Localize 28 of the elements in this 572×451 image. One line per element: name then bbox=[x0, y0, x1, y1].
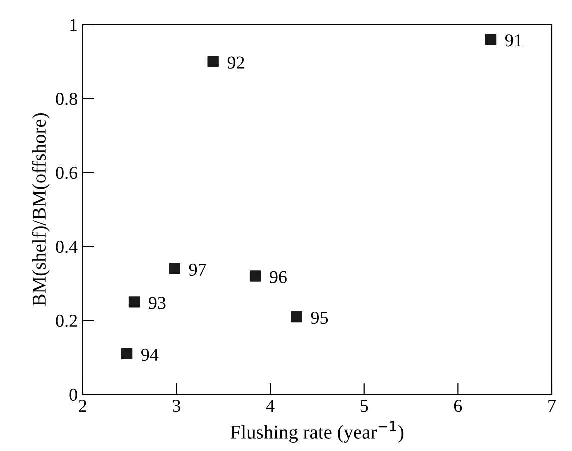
x-tick-label: 4 bbox=[266, 400, 275, 412]
y-tick-label: 0.2 bbox=[56, 314, 78, 328]
point bbox=[169, 263, 180, 274]
point bbox=[128, 296, 140, 308]
annotation: 97 bbox=[189, 264, 206, 276]
annotation: 93 bbox=[149, 297, 166, 310]
y-tick-label: 1 bbox=[70, 19, 77, 32]
annotation: 94 bbox=[142, 348, 159, 362]
x-tick-label: 5 bbox=[360, 400, 368, 412]
annotation: 92 bbox=[228, 56, 244, 69]
x-tick-label: 7 bbox=[548, 400, 556, 412]
x-tick-label: 6 bbox=[454, 400, 462, 412]
annotation: 95 bbox=[311, 312, 328, 324]
y-tick-label: 0.4 bbox=[56, 240, 78, 254]
y-tick-label: 0.6 bbox=[56, 166, 78, 180]
point bbox=[485, 34, 497, 46]
point bbox=[121, 348, 133, 360]
point bbox=[208, 56, 219, 68]
point bbox=[291, 311, 302, 323]
point bbox=[250, 270, 262, 282]
annotation: 96 bbox=[270, 271, 287, 284]
x-axis-title: Flushing rate (year$^{−1}$) bbox=[230, 421, 404, 443]
y-axis-title: BM(shelf)/BM(offshore) bbox=[32, 114, 50, 306]
y-tick-label: 0.8 bbox=[56, 93, 78, 106]
x-tick-label: 2 bbox=[79, 400, 86, 412]
x-tick-label: 3 bbox=[173, 400, 181, 412]
annotation: 91 bbox=[505, 34, 522, 47]
y-tick-label: 0 bbox=[70, 388, 78, 402]
